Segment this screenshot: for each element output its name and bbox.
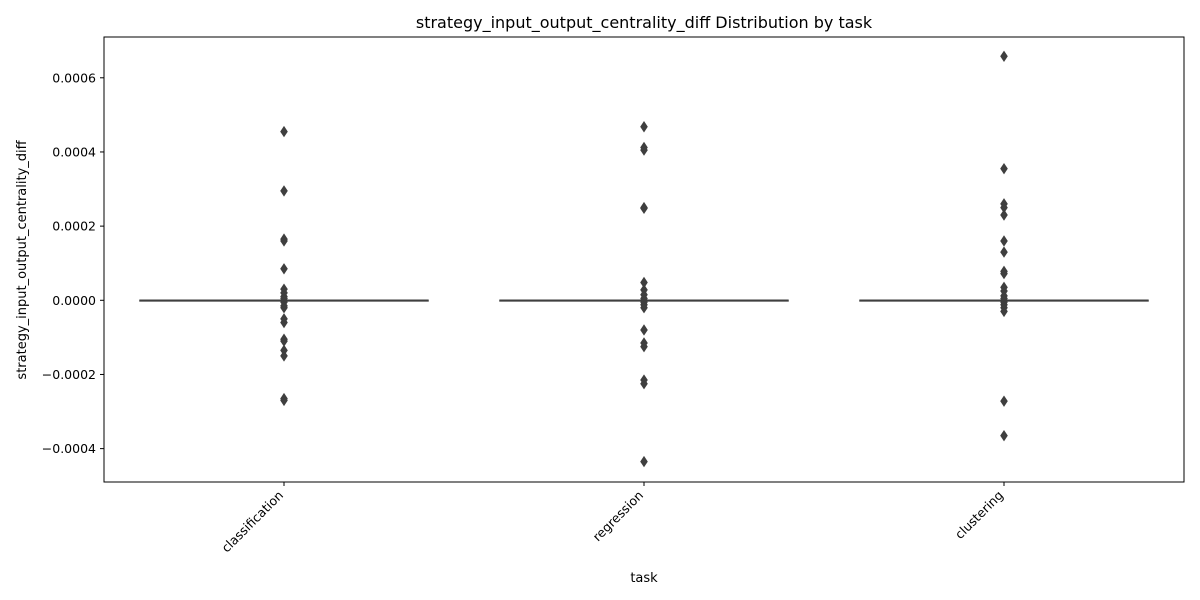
box-group-classification xyxy=(139,125,429,407)
outlier-point xyxy=(640,144,648,156)
y-axis-label: strategy_input_output_centrality_diff xyxy=(15,139,30,379)
outlier-point xyxy=(1000,209,1008,221)
y-tick-label: 0.0000 xyxy=(52,293,96,308)
outlier-point xyxy=(280,302,288,314)
outlier-point xyxy=(280,263,288,275)
outlier-point xyxy=(1000,235,1008,247)
outlier-point xyxy=(280,125,288,138)
outlier-point xyxy=(280,316,288,329)
outlier-point xyxy=(1000,429,1008,442)
y-tick-label: 0.0004 xyxy=(52,144,96,159)
chart-title: strategy_input_output_centrality_diff Di… xyxy=(416,13,873,33)
outlier-point xyxy=(640,455,648,468)
outlier-point xyxy=(640,302,648,314)
box-group-clustering xyxy=(859,50,1149,442)
x-tick-label: clustering xyxy=(952,488,1006,542)
y-tick-label: −0.0004 xyxy=(42,441,96,456)
outlier-point xyxy=(280,235,288,247)
outlier-point xyxy=(1000,246,1008,258)
outlier-point xyxy=(1000,162,1008,175)
y-tick-label: −0.0002 xyxy=(42,367,96,382)
outlier-point xyxy=(1000,305,1008,318)
outlier-point xyxy=(640,121,648,133)
outlier-point xyxy=(280,185,288,197)
outlier-point xyxy=(280,350,288,362)
outlier-point xyxy=(640,324,648,336)
outlier-point xyxy=(280,394,288,407)
plot-marks xyxy=(139,50,1149,468)
outlier-point xyxy=(1000,395,1008,407)
box-group-regression xyxy=(499,121,789,468)
outlier-point xyxy=(640,340,648,353)
outlier-point xyxy=(1000,50,1008,62)
x-axis: classification regression clustering xyxy=(218,482,1006,555)
x-tick-label: classification xyxy=(218,488,286,556)
x-axis-label: task xyxy=(630,571,658,586)
y-axis: −0.0004 −0.0002 0.0000 0.0002 0.0004 0.0006 xyxy=(42,70,104,456)
outlier-point xyxy=(1000,267,1008,280)
outlier-point xyxy=(640,202,648,215)
y-tick-label: 0.0006 xyxy=(52,70,96,85)
outlier-point xyxy=(640,378,648,390)
plot-frame xyxy=(103,36,1185,483)
x-tick-label: regression xyxy=(589,488,646,545)
y-tick-label: 0.0002 xyxy=(52,219,96,234)
